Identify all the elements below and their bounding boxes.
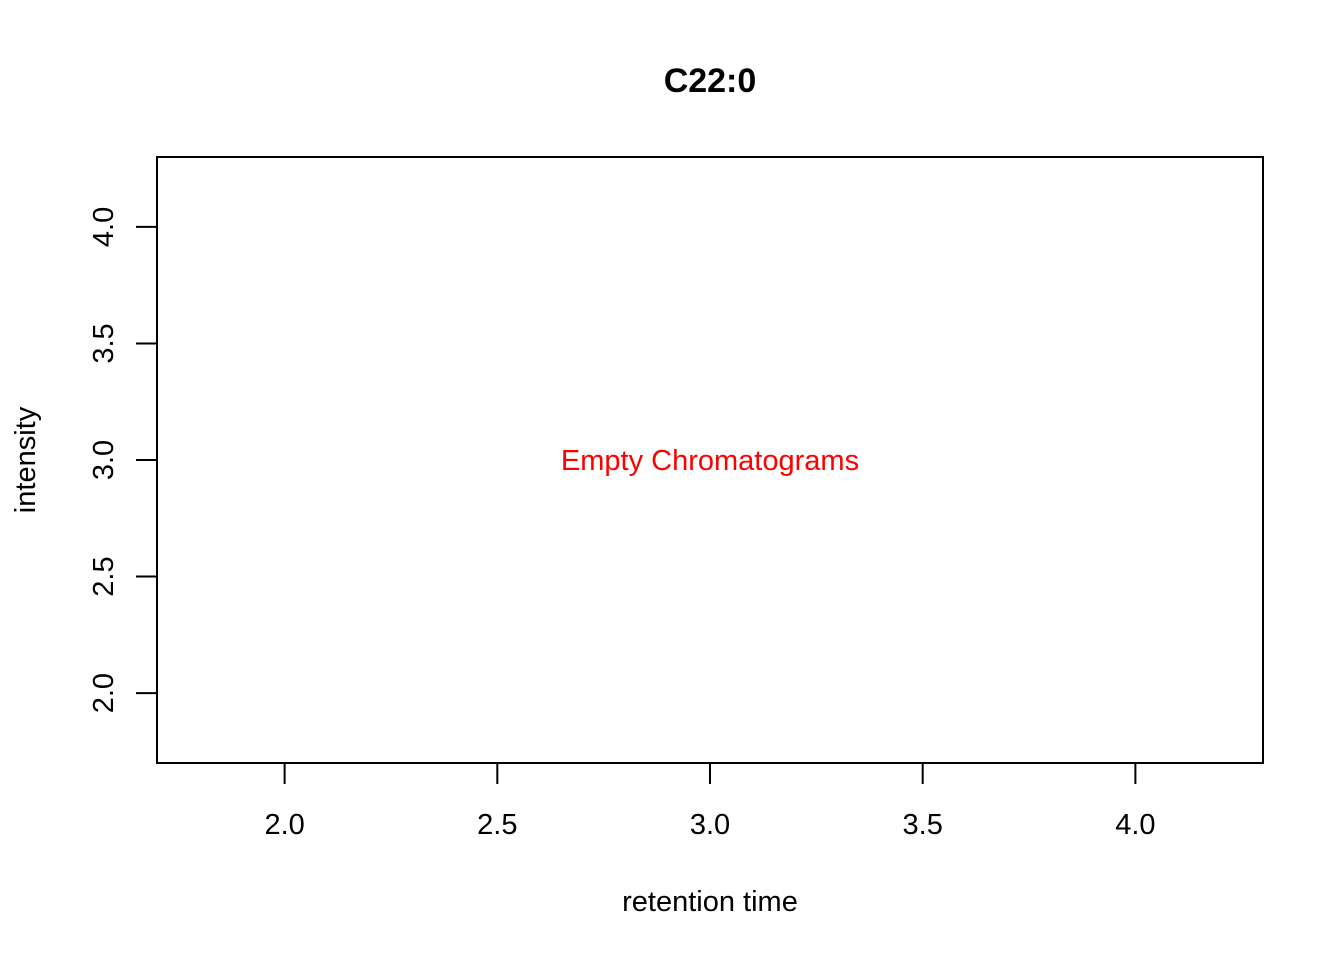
y-axis-label: intensity (10, 406, 42, 513)
x-tick-label: 3.5 (903, 809, 943, 841)
y-tick-label: 3.5 (88, 323, 120, 363)
y-tick-label: 2.5 (88, 556, 120, 596)
y-tick-label: 2.0 (88, 673, 120, 713)
empty-chromatograms-annotation: Empty Chromatograms (561, 445, 859, 477)
x-axis-label: retention time (622, 886, 798, 918)
annotations: Empty Chromatograms (561, 445, 859, 477)
x-tick-label: 2.0 (264, 809, 304, 841)
y-tick-label: 4.0 (88, 207, 120, 247)
x-tick-label: 3.0 (690, 809, 730, 841)
y-tick-label: 3.0 (88, 440, 120, 480)
chart-title: C22:0 (664, 62, 757, 100)
x-axis: 2.0 2.5 3.0 3.5 4.0 (264, 762, 1156, 841)
y-axis: 2.0 2.5 3.0 3.5 4.0 (88, 207, 158, 713)
x-tick-label: 2.5 (477, 809, 517, 841)
x-tick-label: 4.0 (1115, 809, 1155, 841)
